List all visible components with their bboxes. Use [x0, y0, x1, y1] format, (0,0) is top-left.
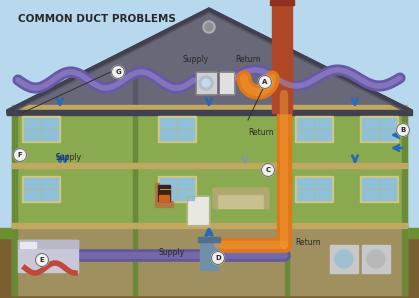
Text: Return: Return [295, 238, 321, 247]
Bar [285, 78, 289, 108]
Bar [12, 163, 407, 168]
Bar [160, 118, 194, 140]
Circle shape [203, 21, 215, 33]
Bar [18, 240, 78, 272]
Bar [297, 118, 331, 140]
Bar [0, 228, 419, 238]
Bar [362, 245, 390, 273]
Bar [200, 240, 218, 270]
Polygon shape [12, 10, 407, 108]
Circle shape [212, 252, 225, 265]
Text: COMMON DUCT PROBLEMS: COMMON DUCT PROBLEMS [18, 14, 176, 24]
Text: A: A [262, 79, 268, 85]
Circle shape [199, 76, 213, 90]
Bar [7, 110, 412, 115]
Bar [362, 118, 396, 140]
Circle shape [367, 250, 385, 268]
Bar [213, 188, 268, 194]
Bar [362, 178, 396, 200]
Bar [12, 108, 407, 165]
Bar [20, 242, 36, 248]
Bar [22, 116, 60, 142]
Bar [272, 0, 292, 113]
Bar [196, 72, 234, 94]
Bar [295, 116, 333, 142]
Circle shape [202, 79, 210, 87]
Polygon shape [7, 8, 412, 115]
Bar [158, 176, 196, 202]
Bar [187, 196, 209, 225]
Circle shape [36, 254, 49, 266]
Bar [270, 0, 294, 5]
Bar [158, 116, 196, 142]
Text: Supply: Supply [183, 55, 209, 64]
Bar [12, 108, 17, 295]
Bar [24, 178, 58, 200]
Text: Supply: Supply [55, 153, 81, 162]
Bar [22, 176, 60, 202]
Circle shape [261, 164, 274, 176]
Bar [12, 105, 407, 110]
Text: C: C [266, 167, 271, 173]
Text: E: E [40, 257, 44, 263]
Bar [220, 72, 234, 94]
Circle shape [335, 250, 353, 268]
Bar [198, 237, 220, 242]
Bar [360, 176, 398, 202]
Bar [213, 188, 268, 208]
Polygon shape [7, 8, 412, 113]
Circle shape [259, 75, 272, 89]
Text: Return: Return [248, 128, 274, 137]
Bar [360, 116, 398, 142]
Bar [133, 78, 137, 108]
Bar [330, 245, 358, 273]
Text: B: B [401, 127, 406, 133]
Text: F: F [18, 152, 22, 158]
Circle shape [396, 123, 409, 136]
Bar [295, 176, 333, 202]
Text: Return: Return [235, 55, 261, 64]
Bar [133, 108, 137, 295]
Bar [0, 235, 419, 298]
Bar [285, 108, 289, 295]
Bar [196, 72, 216, 94]
Circle shape [111, 66, 124, 78]
Circle shape [13, 148, 26, 162]
Bar [160, 178, 194, 200]
Text: D: D [215, 255, 221, 261]
Bar [213, 188, 217, 208]
Text: Supply: Supply [159, 248, 185, 257]
Bar [264, 188, 268, 208]
Circle shape [205, 23, 213, 31]
Bar [158, 185, 170, 201]
Bar [24, 118, 58, 140]
Bar [12, 225, 407, 295]
Bar [159, 195, 169, 201]
Bar [297, 178, 331, 200]
Text: G: G [115, 69, 121, 75]
Bar [12, 223, 407, 228]
Bar [155, 183, 173, 207]
Bar [12, 165, 407, 225]
Bar [187, 196, 209, 225]
Bar [18, 240, 78, 248]
Bar [402, 108, 407, 295]
